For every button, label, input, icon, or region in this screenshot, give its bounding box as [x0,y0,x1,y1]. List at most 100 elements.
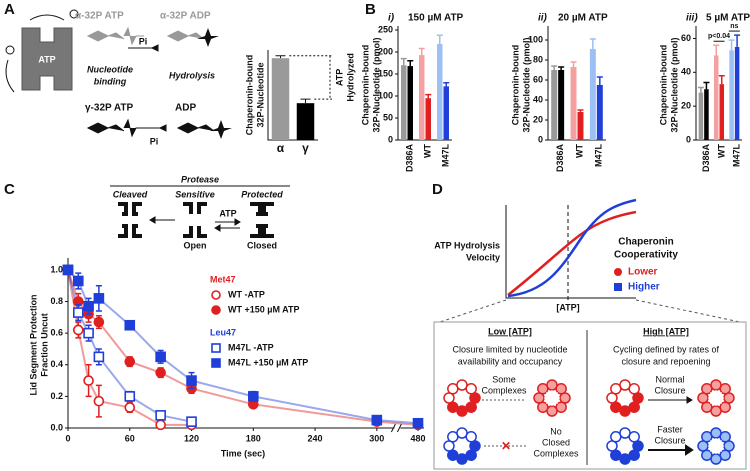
bar [407,66,413,140]
error-bar [418,47,425,56]
error-bar [425,93,432,99]
legend-label: M47L -ATP [228,342,274,352]
label: Protected [241,189,283,199]
y-axis-label: Chaperonin-bound [360,45,370,126]
y-axis-label: 32P-Nucleotide (pmol) [371,37,381,132]
panel-label: B [365,1,376,18]
y-tick-label: 0.8 [50,296,63,306]
subunit [555,383,567,395]
point [83,375,94,386]
label: availability and occupancy [458,356,563,366]
label: Complexes [533,448,579,458]
y-tick-label: 80 [533,54,543,64]
label: [ATP] [556,302,579,312]
bar [729,50,734,140]
error-bar [718,74,725,85]
subunit-link [709,439,717,447]
bar [558,70,565,140]
y-axis-label: Chaperonin-bound [244,55,254,136]
y-tick-label: 0 [538,134,543,144]
subunit-link [709,445,717,453]
subunit-link [715,397,723,405]
point [83,327,94,339]
y-tick-label: 0.6 [50,328,63,338]
y-tick-label: 1.0 [50,264,63,274]
bar [551,70,558,140]
point [155,351,166,363]
legend-marker [614,283,622,291]
point [83,300,94,312]
axis-break [390,423,402,433]
panel-a-diagram: ATP α-32P ATP α-32P ADP Pi Nucleotide bi… [5,9,232,146]
x-tick-label: 120 [184,433,199,443]
subunit-link [709,391,717,399]
label: Pi [139,36,148,46]
x-mark: ✕ [501,439,511,453]
point [72,307,84,318]
legend-group: Met47 [210,274,236,284]
legend-marker [211,290,221,300]
legend-marker [614,268,622,276]
label: ADP [175,103,196,114]
x-tick-label: 240 [308,433,323,443]
x-tick-label: 0 [65,433,70,443]
label: Complexes [481,385,527,395]
subunit-link [715,391,723,399]
legend-label: WT -ATP [228,289,265,299]
x-tick-label: D386A [555,144,565,173]
error-bar [703,81,710,90]
subunit-link [551,391,559,399]
legend-marker [211,343,221,353]
point [124,319,136,331]
x-axis-label: Time (sec) [221,448,265,458]
error-bar [558,66,565,70]
error-bar [407,60,414,67]
point [155,419,166,431]
y-tick-label: 0 [686,134,691,144]
point [93,351,105,363]
annotation: ATP [334,69,344,86]
chart-title: 5 µM ATP [706,13,750,24]
error-bar [551,65,558,70]
subunit [628,383,640,395]
panel-number: i) [388,13,395,24]
y-tick-label: 250 [378,24,393,34]
error-bar [400,57,407,66]
panel-number: ii) [538,13,548,24]
x-tick-label: WT [422,144,432,158]
point [124,391,136,402]
y-tick-label: 100 [378,90,393,100]
label: Some [492,374,516,384]
bar [704,89,709,140]
point [247,391,259,402]
panel-number: iii) [686,13,698,24]
error-bar [577,109,584,112]
bar [296,103,315,140]
y-tick-label: 0.2 [50,391,63,401]
point [124,402,136,413]
label: No [550,426,562,436]
point [371,414,383,426]
point [72,324,84,336]
point [93,293,105,304]
label: ATP Hydrolysis [434,240,500,250]
y-axis-label: Chaperonin-bound [510,45,520,126]
legend-label: Higher [628,282,660,293]
label: closure and repoening [621,356,710,366]
subunit-link [545,391,553,399]
bar [437,44,443,140]
bar [734,46,740,140]
chart-title: 150 µM ATP [408,13,464,24]
annotation: ns [730,23,738,30]
label: Hydrolysis [169,70,215,80]
x-tick-label: 480 [410,433,425,443]
fit-line [67,269,419,425]
label: Closure limited by nucleotide [452,344,567,354]
point [93,395,105,407]
bar [589,49,596,140]
bar [698,92,704,140]
y-tick-label: 40 [681,67,691,77]
y-axis-label: Fraction Uncut [39,313,49,377]
label: High [ATP] [643,326,689,336]
y-axis-label: 32P-Nucleotide (pmol) [521,37,531,132]
